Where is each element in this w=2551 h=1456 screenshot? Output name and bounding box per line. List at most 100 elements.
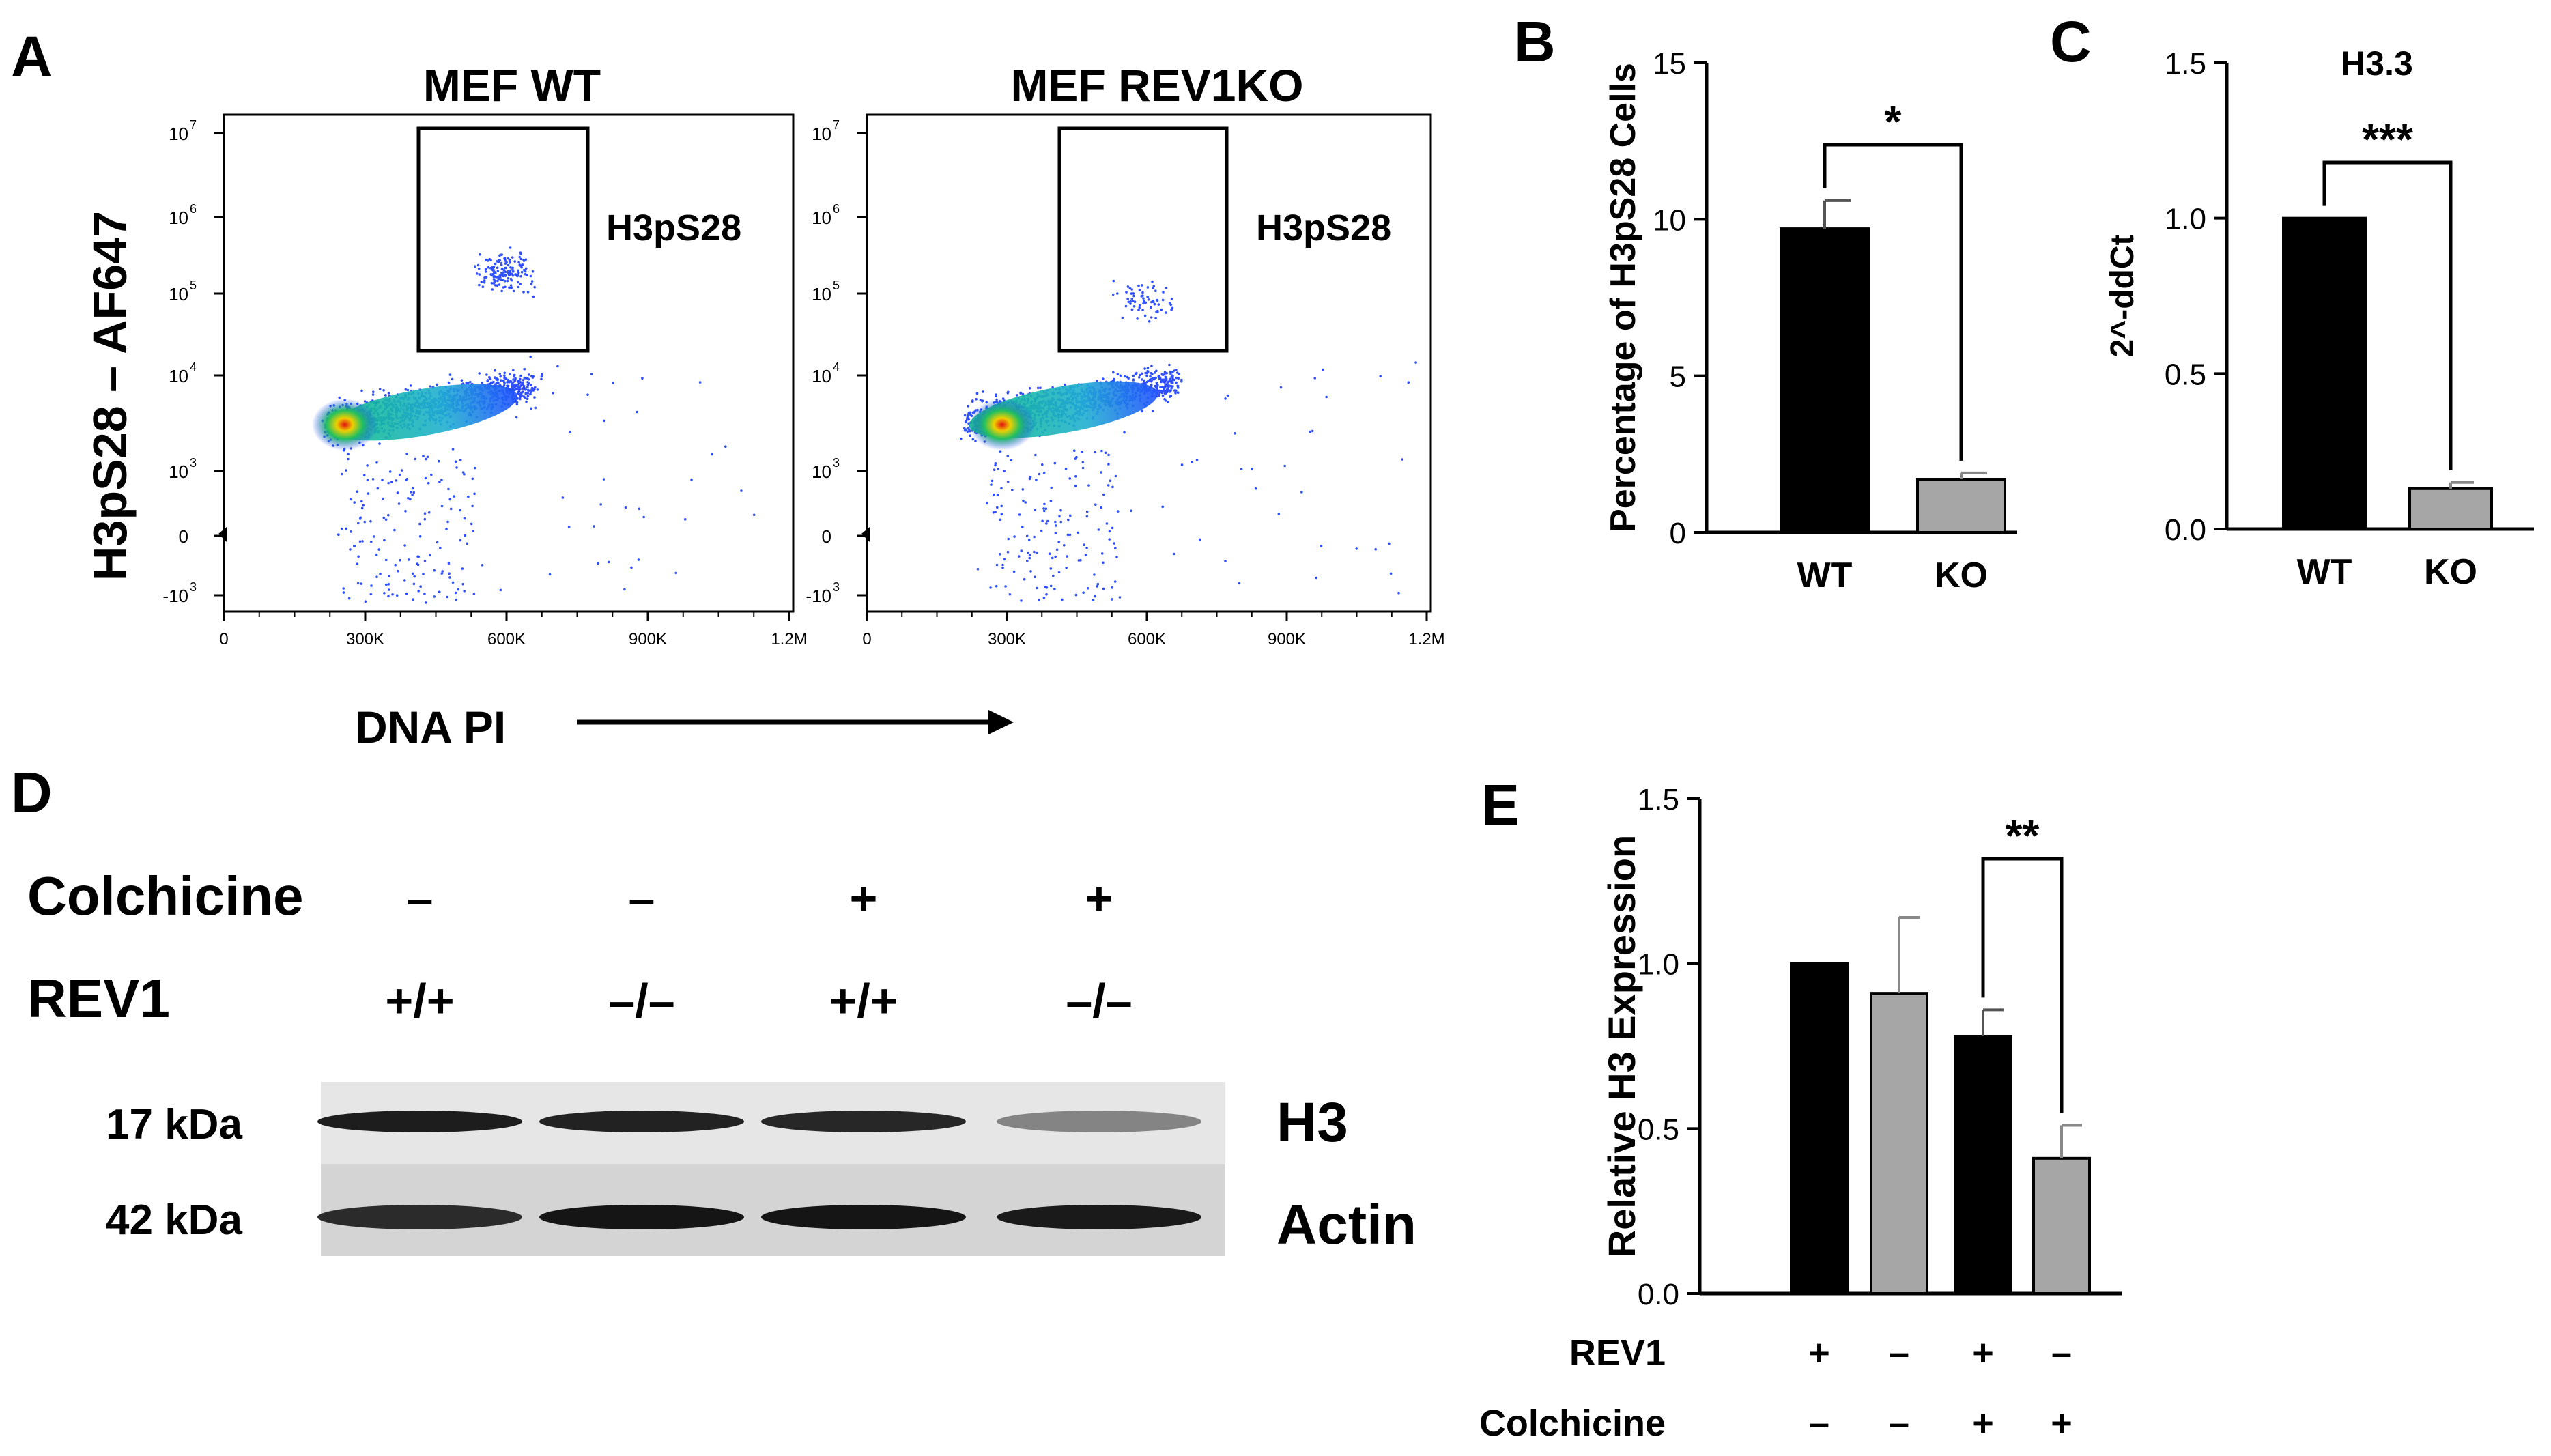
event-dot [387, 583, 390, 586]
gated-event-dot [526, 274, 528, 276]
event-dot [526, 395, 530, 397]
gated-event-dot [1138, 304, 1141, 307]
gated-event-dot [507, 269, 511, 272]
event-dot [427, 511, 431, 514]
event-dot [1011, 488, 1014, 491]
event-dot [1374, 548, 1377, 551]
event-dot [1100, 506, 1102, 509]
event-dot [511, 382, 513, 386]
event-dot [404, 388, 408, 391]
event-dot [1044, 586, 1047, 589]
blot-band [997, 1205, 1201, 1229]
event-dot [1085, 515, 1089, 518]
event-dot [470, 522, 473, 526]
panel-label-e: E [1481, 773, 1520, 837]
gated-event-dot [488, 258, 491, 261]
event-dot [371, 393, 375, 396]
event-dot [1171, 379, 1174, 382]
event-dot [459, 459, 462, 461]
event-dot [1054, 555, 1057, 558]
event-dot [1074, 485, 1077, 487]
event-dot [436, 541, 439, 544]
gated-event-dot [1170, 298, 1173, 300]
event-dot [372, 390, 375, 393]
gated-event-dot [1154, 289, 1157, 293]
event-dot [740, 489, 743, 492]
event-dot [1146, 367, 1150, 369]
event-dot [1157, 375, 1160, 379]
gated-event-dot [1142, 297, 1145, 300]
event-dot [1137, 376, 1141, 379]
gated-event-dot [1141, 291, 1144, 294]
event-dot [969, 411, 971, 414]
event-dot [1035, 551, 1038, 554]
event-dot [612, 382, 614, 384]
gated-event-dot [1152, 300, 1155, 302]
event-dot [407, 558, 410, 561]
event-dot [1169, 384, 1173, 388]
event-dot [1081, 466, 1085, 470]
axis-break-marker [218, 527, 227, 542]
event-dot [1053, 588, 1056, 590]
event-dot [369, 593, 373, 596]
gated-event-dot [1129, 302, 1132, 305]
event-dot [468, 380, 472, 384]
event-dot [1401, 458, 1404, 461]
event-dot [541, 373, 543, 375]
event-dot [384, 518, 388, 521]
event-dot [507, 385, 510, 388]
event-dot [412, 598, 414, 601]
y-tick-label: -10 [162, 586, 188, 606]
event-dot [455, 598, 458, 601]
event-dot [1094, 503, 1097, 506]
event-dot [338, 396, 341, 399]
gated-event-dot [530, 280, 534, 283]
event-dot [1143, 379, 1146, 382]
event-dot [527, 378, 530, 381]
event-dot [1166, 382, 1169, 385]
gated-event-dot [489, 267, 492, 270]
event-dot [447, 562, 451, 565]
density-core [312, 399, 377, 451]
event-dot [384, 558, 388, 562]
gated-event-dot [1129, 300, 1132, 303]
condition-value: – [2051, 1332, 2072, 1373]
event-dot [1224, 560, 1227, 562]
event-dot [1034, 453, 1037, 457]
gated-event-dot [510, 279, 513, 282]
gated-event-dot [1165, 311, 1167, 314]
category-label: KO [2424, 552, 2477, 592]
event-dot [636, 410, 638, 414]
event-dot [1021, 392, 1025, 396]
event-dot [597, 562, 599, 565]
event-dot [1038, 472, 1041, 476]
event-dot [1116, 373, 1120, 375]
event-dot [999, 553, 1001, 556]
gated-event-dot [522, 291, 525, 294]
gated-event-dot [498, 254, 501, 257]
event-dot [1175, 389, 1178, 392]
event-dot [362, 504, 365, 507]
event-dot [503, 374, 506, 377]
event-dot [350, 530, 352, 533]
event-dot [463, 590, 466, 593]
event-dot [393, 528, 396, 532]
x-tick-label: 900K [1268, 630, 1306, 648]
event-dot [1068, 533, 1072, 537]
event-dot [1114, 474, 1117, 478]
gated-event-dot [502, 286, 505, 289]
event-dot [608, 560, 610, 564]
event-dot [497, 382, 500, 385]
event-dot [362, 474, 366, 477]
event-dot [1012, 570, 1016, 573]
event-dot [1034, 575, 1036, 579]
event-dot [1111, 485, 1114, 489]
gated-event-dot [1130, 292, 1133, 295]
event-dot [522, 386, 525, 390]
event-dot [752, 513, 756, 517]
event-dot [523, 376, 526, 380]
event-dot [519, 381, 522, 384]
event-dot [502, 384, 506, 387]
